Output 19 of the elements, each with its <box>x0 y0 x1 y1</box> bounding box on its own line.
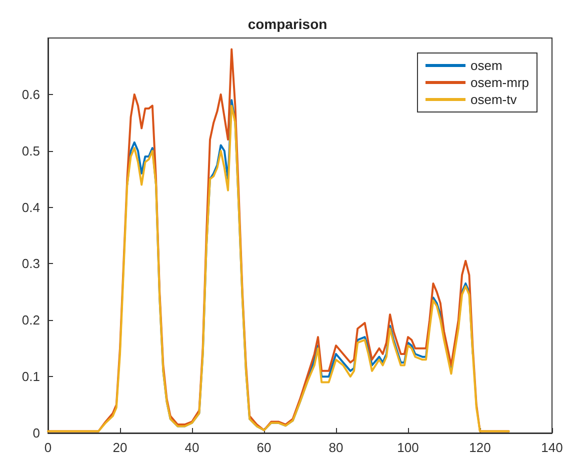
y-tick-label: 0.3 <box>22 256 40 272</box>
y-tick-label: 0.5 <box>22 143 40 158</box>
x-tick-label: 100 <box>397 440 419 455</box>
x-tick-label: 80 <box>328 440 344 455</box>
x-tick-label: 60 <box>256 440 272 455</box>
x-tick-label: 20 <box>112 440 128 455</box>
x-tick-label: 40 <box>184 440 200 455</box>
legend-label: osem-mrp <box>470 75 530 90</box>
chart-title: comparison <box>248 16 328 32</box>
y-tick-label: 0.1 <box>22 369 40 384</box>
x-tick-label: 120 <box>469 440 491 455</box>
x-tick-label: 140 <box>541 440 563 455</box>
y-tick-label: 0.2 <box>22 312 40 328</box>
y-tick-label: 0.4 <box>22 200 40 215</box>
y-tick-label: 0.6 <box>22 86 40 102</box>
legend-label: osem <box>470 58 502 73</box>
legend-label: osem-tv <box>470 92 518 107</box>
y-tick-label: 0 <box>32 426 40 440</box>
x-tick-label: 0 <box>44 440 52 455</box>
